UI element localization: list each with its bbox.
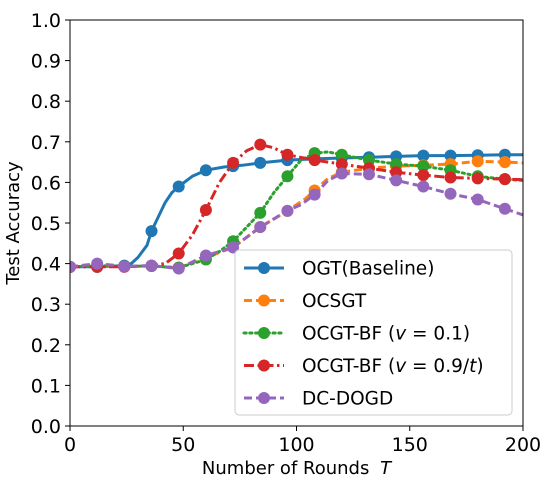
data-point (118, 260, 131, 273)
data-point (254, 221, 267, 234)
legend-item: DC-DOGD (244, 389, 393, 410)
y-axis: 0.0 0.1 0.2 0.3 0.4 0.5 0.6 0.7 0.8 0.9 1.0 (31, 10, 70, 438)
data-point (91, 257, 104, 270)
data-point (281, 148, 294, 161)
legend: OGT(Baseline) OCSGT OCGT-BF (v = 0.1) OCGT-… (234, 249, 513, 416)
data-point (308, 188, 321, 201)
data-point (444, 171, 457, 184)
data-point (145, 225, 158, 238)
data-point (417, 149, 430, 162)
data-point (471, 155, 484, 168)
data-point (498, 156, 511, 169)
legend-marker (258, 294, 270, 307)
legend-marker (258, 359, 270, 372)
data-point (335, 148, 348, 161)
data-point (471, 193, 484, 206)
x-axis-title: Number of Rounds T (202, 458, 393, 479)
data-point (417, 180, 430, 193)
y-tick-label: 0.3 (31, 294, 61, 316)
y-tick-label: 0.1 (31, 375, 61, 397)
data-point (471, 172, 484, 185)
legend-label: OCGT-BF (v = 0.9/t) (302, 356, 484, 377)
data-point (199, 249, 212, 262)
data-point (362, 168, 375, 181)
x-tick-label: 150 (392, 434, 428, 456)
x-axis-title-symbol: T (380, 458, 393, 479)
x-axis-title-text: Number of Rounds (202, 458, 369, 479)
legend-label: OGT(Baseline) (302, 259, 434, 280)
data-point (335, 158, 348, 171)
legend-item: OCGT-BF (v = 0.9/t) (244, 356, 484, 377)
y-tick-label: 0.9 (31, 51, 61, 73)
legend-box (234, 249, 513, 416)
y-tick-label: 1.0 (31, 10, 61, 32)
data-point (281, 170, 294, 183)
x-tick-label: 0 (64, 434, 76, 456)
series-4 (70, 167, 523, 275)
y-tick-label: 0.0 (31, 416, 61, 438)
data-point (199, 164, 212, 177)
legend-label: OCGT-BF (v = 0.1) (302, 324, 470, 345)
legend-item: OCSGT (244, 291, 367, 312)
x-tick-label: 50 (171, 434, 195, 456)
data-point (417, 169, 430, 182)
data-point (70, 260, 76, 273)
y-axis-title: Test Accuracy (3, 161, 24, 286)
legend-label: DC-DOGD (302, 389, 393, 410)
data-point (308, 154, 321, 167)
data-point (145, 259, 158, 272)
y-tick-label: 0.6 (31, 172, 61, 194)
data-point (254, 138, 267, 151)
series-layer (70, 138, 523, 275)
data-point (335, 167, 348, 180)
data-point (444, 149, 457, 162)
legend-marker (258, 262, 270, 274)
data-point (417, 160, 430, 173)
data-point (444, 187, 457, 200)
data-point (227, 156, 240, 169)
legend-label: OCSGT (302, 291, 367, 312)
legend-marker (258, 327, 270, 339)
data-point (254, 206, 267, 219)
y-tick-label: 0.2 (31, 335, 61, 357)
data-point (227, 241, 240, 254)
x-axis: 0 50 100 150 200 (64, 426, 541, 456)
data-point (199, 204, 212, 217)
data-point (281, 204, 294, 217)
data-point (254, 156, 267, 169)
legend-marker (258, 392, 270, 404)
y-tick-label: 0.5 (31, 213, 61, 235)
data-point (498, 173, 511, 186)
y-tick-label: 0.7 (31, 132, 61, 154)
y-tick-label: 0.4 (31, 254, 61, 276)
x-tick-label: 100 (278, 434, 314, 456)
data-point (390, 174, 403, 187)
x-tick-label: 200 (505, 434, 541, 456)
data-point (172, 247, 185, 260)
data-point (172, 180, 185, 193)
legend-item: OCGT-BF (v = 0.1) (242, 324, 470, 345)
y-tick-label: 0.8 (31, 91, 61, 113)
legend-item: OGT(Baseline) (244, 259, 434, 280)
data-point (172, 262, 185, 275)
data-point (498, 202, 511, 215)
